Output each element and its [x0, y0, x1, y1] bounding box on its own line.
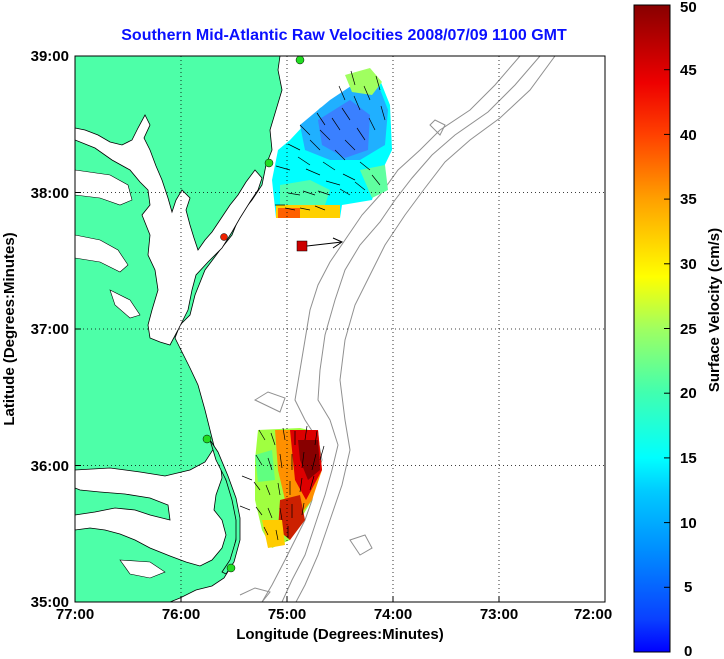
reference-vector-arrow	[306, 237, 344, 249]
station-marker	[202, 434, 212, 444]
station-marker	[295, 56, 305, 65]
reference-marker	[296, 240, 308, 252]
colorbar-label: Surface Velocity (cm/s)	[706, 228, 723, 392]
y-tick-label: 36:00	[31, 458, 69, 475]
colorbar-tick-label: 5	[684, 579, 692, 596]
y-axis-label: Latitude (Degrees:Minutes)	[1, 232, 18, 425]
chesapeake-bay	[75, 114, 263, 346]
x-tick-label: 74:00	[374, 606, 412, 623]
y-tick-label: 39:00	[31, 48, 69, 65]
delmarva-velocity-field	[272, 68, 392, 218]
colorbar-tick-label: 50	[680, 0, 697, 16]
x-tick-label: 72:00	[574, 606, 612, 623]
colorbar-tick-label: 10	[680, 515, 697, 532]
colorbar: 50 45 40 35 30 25 20 15 10 5 0 Surface V…	[633, 0, 723, 659]
x-tick-labels: 77:00 76:00 75:00 74:00 73:00 72:00	[56, 606, 612, 623]
map-title: Southern Mid-Atlantic Raw Velocities 200…	[121, 27, 567, 44]
colorbar-tick-label: 35	[680, 191, 697, 208]
x-tick-label: 75:00	[268, 606, 306, 623]
y-tick-label: 35:00	[31, 594, 69, 611]
colorbar-tick-label: 40	[680, 127, 697, 144]
x-tick-label: 76:00	[162, 606, 200, 623]
grid	[75, 56, 605, 602]
colorbar-tick-label: 0	[684, 643, 692, 659]
plot-area	[75, 56, 605, 602]
velocity-vectors	[239, 70, 386, 541]
bathymetry-contours	[239, 56, 556, 602]
outer-banks	[209, 439, 241, 575]
station-marker	[226, 563, 236, 573]
colorbar-tick-label: 25	[680, 321, 697, 338]
x-tick-label: 77:00	[56, 606, 94, 623]
colorbar-tick-label: 45	[680, 62, 697, 79]
y-tick-label: 38:00	[31, 185, 69, 202]
x-tick-label: 73:00	[480, 606, 518, 623]
y-tick-labels: 39:00 38:00 37:00 36:00 35:00	[31, 48, 69, 611]
y-tick-label: 37:00	[31, 321, 69, 338]
colorbar-tick-label: 30	[680, 256, 697, 273]
colorbar-tick-label: 20	[680, 385, 697, 402]
hatteras-velocity-field	[255, 428, 322, 548]
station-marker	[264, 158, 274, 168]
station-marker	[220, 233, 228, 241]
station-markers	[202, 56, 305, 573]
x-axis-label: Longitude (Degrees:Minutes)	[236, 626, 444, 643]
colorbar-tick-label: 15	[680, 450, 697, 467]
